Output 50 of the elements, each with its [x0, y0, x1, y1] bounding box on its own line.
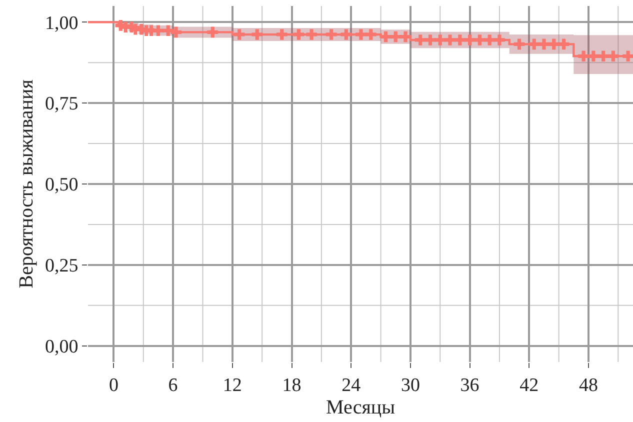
point [400, 31, 411, 42]
x-tick-label: 48 [578, 374, 598, 396]
point [207, 26, 218, 38]
y-axis-title: Вероятность выживания [15, 80, 38, 288]
x-tick-label: 24 [342, 374, 362, 396]
x-tick-label: 36 [460, 374, 480, 396]
point [170, 26, 182, 38]
point [306, 29, 317, 40]
y-tick-label: 0,00 [44, 336, 78, 358]
y-tick-label: 0,75 [44, 94, 78, 115]
point [293, 29, 304, 40]
point [414, 34, 426, 46]
point [622, 50, 633, 62]
point [528, 38, 540, 50]
x-tick-label: 42 [520, 374, 539, 396]
x-tick-label: 18 [282, 374, 302, 396]
point [152, 25, 164, 36]
point [578, 50, 589, 62]
x-tick-label: 30 [400, 374, 420, 396]
point [538, 38, 550, 50]
x-tick-label: 6 [168, 374, 178, 396]
point [484, 34, 495, 46]
y-tick-label: 0,50 [44, 174, 78, 196]
point [558, 38, 570, 50]
point [365, 29, 376, 40]
point [464, 34, 476, 46]
y-tick-label: 1,00 [44, 12, 78, 34]
point [444, 34, 456, 46]
point [514, 38, 525, 50]
point [608, 50, 619, 62]
x-tick-label: 0 [108, 374, 118, 396]
point [474, 34, 486, 46]
point [434, 34, 446, 46]
point [234, 29, 245, 40]
point [454, 34, 466, 46]
point [588, 50, 599, 62]
x-tick-label: 12 [222, 374, 242, 396]
point [252, 29, 263, 40]
point [276, 29, 288, 40]
point [356, 29, 366, 40]
point [162, 25, 174, 36]
point [598, 50, 609, 62]
point [494, 34, 505, 46]
y-tick-label: 0,25 [44, 256, 78, 277]
point [326, 29, 337, 40]
x-axis-title: Месяцы [326, 396, 396, 418]
point [548, 38, 560, 50]
point [424, 34, 436, 46]
point [340, 29, 352, 40]
point [390, 31, 402, 42]
